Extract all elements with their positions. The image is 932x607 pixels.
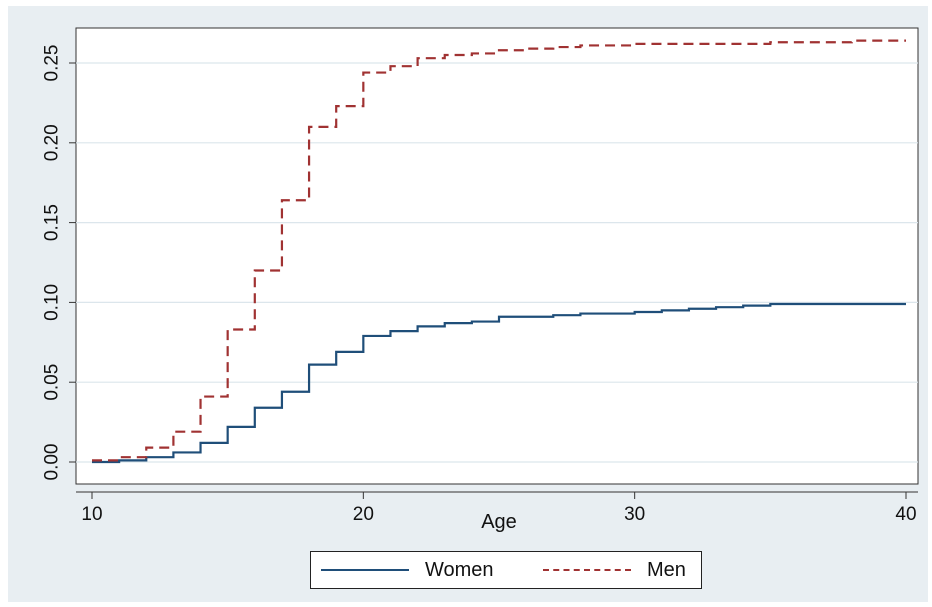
x-tick-label: 20: [353, 504, 374, 525]
legend: Women Men: [310, 551, 702, 589]
chart: 10 20 30 40 0.00 0.05 0.10 0.15 0.20 0.25 Age: [42, 27, 919, 533]
legend-swatch-men: [543, 569, 631, 571]
y-ticks: 0.00 0.05 0.10 0.15 0.20 0.25: [42, 45, 76, 481]
x-axis-title: Age: [481, 511, 517, 533]
y-tick-label: 0.05: [42, 364, 63, 401]
legend-item-men: Men: [543, 552, 686, 588]
y-tick-label: 0.20: [42, 124, 63, 161]
y-tick-label: 0.00: [42, 444, 63, 481]
series-line-men: [92, 39, 906, 462]
series-line-women: [92, 302, 906, 464]
y-tick-label: 0.15: [42, 204, 63, 241]
x-ticks: 10 20 30 40: [81, 492, 917, 525]
grid-lines: [76, 62, 918, 463]
legend-swatch-women: [321, 569, 409, 571]
legend-label-women: Women: [425, 558, 494, 581]
plot-area: [75, 27, 919, 485]
legend-label-men: Men: [647, 558, 686, 581]
chart-frame: 10 20 30 40 0.00 0.05 0.10 0.15 0.20 0.25 Age Wo…: [8, 6, 928, 602]
y-tick-label: 0.25: [42, 45, 63, 82]
y-tick-label: 0.10: [42, 284, 63, 321]
x-tick-label: 30: [624, 504, 645, 525]
x-tick-label: 10: [81, 504, 102, 525]
x-tick-label: 40: [895, 504, 916, 525]
legend-item-women: Women: [321, 552, 494, 588]
series-lines: [92, 39, 906, 464]
